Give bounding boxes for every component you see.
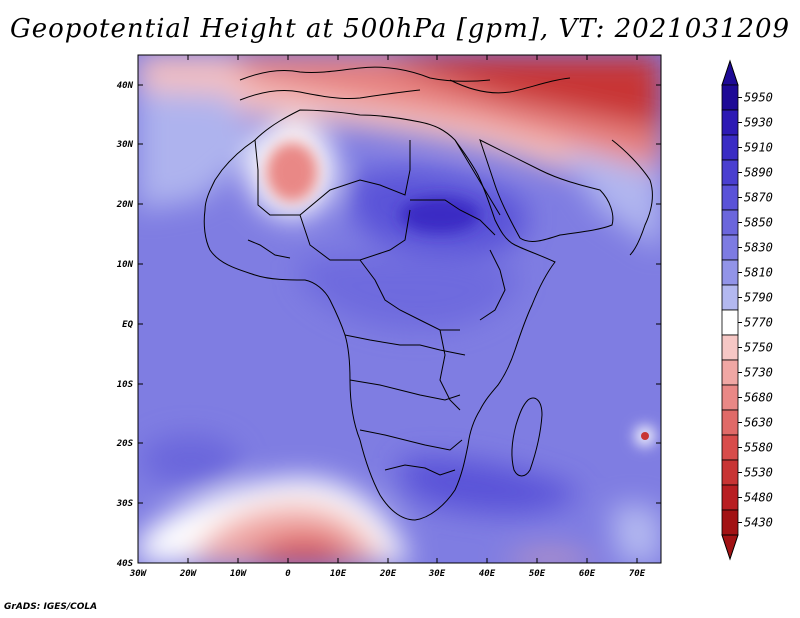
atlantic-blob <box>140 435 240 485</box>
lon-label: 60E <box>579 569 596 579</box>
island-anomaly-core <box>641 432 649 440</box>
south-trough-core <box>245 536 355 563</box>
colorbar-label: 5870 <box>744 191 773 205</box>
lat-label: 20N <box>116 200 134 210</box>
colorbar-swatch <box>721 109 739 136</box>
lon-label: 40E <box>479 569 496 579</box>
colorbar-label: 5890 <box>744 166 773 180</box>
colorbar-label: 5790 <box>744 291 773 305</box>
lat-label: 10N <box>117 260 134 270</box>
lon-label: 30W <box>129 569 148 579</box>
border-south-africa <box>384 464 456 476</box>
east-light-zone <box>560 150 661 250</box>
colorbar-label: 5950 <box>744 91 773 105</box>
coastlines <box>203 66 653 521</box>
lon-axis: 30W 20W 10W 0 10E 20E 30E 40E 50E 60E 70… <box>129 569 646 579</box>
colorbar-label: 5680 <box>744 391 773 405</box>
colorbar: 5950 5930 5910 5890 5870 5850 5830 5810 5790 5770… <box>721 59 773 561</box>
grads-credit: GrADS: IGES/COLA <box>4 602 98 612</box>
colorbar-swatch <box>721 434 739 461</box>
colorbar-swatch <box>721 509 739 536</box>
lat-label: 40S <box>117 559 134 569</box>
colorbar-label: 5750 <box>744 341 773 355</box>
lon-label: 20W <box>179 569 198 579</box>
lon-label: 50E <box>529 569 546 579</box>
colorbar-swatch <box>721 84 739 111</box>
lon-label: 10E <box>330 569 347 579</box>
colorbar-swatch <box>721 159 739 186</box>
south-high <box>400 457 580 514</box>
colorbar-swatch <box>721 209 739 236</box>
lat-ticks <box>138 84 661 504</box>
border-lakes <box>439 329 461 411</box>
border-sahara <box>254 139 411 216</box>
india-coast <box>611 139 653 256</box>
madagascar-coast <box>511 397 543 477</box>
colorbar-label: 5830 <box>744 241 773 255</box>
lon-label: 30E <box>428 569 446 579</box>
colorbar-swatch <box>721 359 739 386</box>
cutoff-low-core <box>266 142 318 202</box>
med-north-coast <box>239 66 491 82</box>
southeast-light <box>610 504 661 563</box>
border-east-africa <box>479 249 506 321</box>
colorbar-label: 5480 <box>744 491 773 505</box>
lat-label: 30N <box>116 140 134 150</box>
lat-label: 30S <box>116 499 134 509</box>
map-title: Geopotential Height at 500hPa [gpm], VT:… <box>9 14 791 44</box>
colorbar-bottom-arrow <box>721 534 739 561</box>
lon-label: 70E <box>629 569 646 579</box>
colorbar-swatch <box>721 384 739 411</box>
border-angola <box>349 379 461 401</box>
colorbar-swatch <box>721 484 739 511</box>
lon-label: 10W <box>230 569 248 579</box>
colorbar-label: 5530 <box>744 466 773 480</box>
colorbar-label: 5580 <box>744 441 773 455</box>
colorbar-swatch <box>721 184 739 211</box>
colorbar-label: 5930 <box>744 116 773 130</box>
lat-label: 10S <box>117 380 134 390</box>
colorbar-swatch <box>721 459 739 486</box>
colorbar-label: 5910 <box>744 141 773 155</box>
colorbar-label: 5430 <box>744 516 773 530</box>
lat-label: 40N <box>117 81 134 91</box>
colorbar-swatch <box>721 309 739 336</box>
height-field <box>138 55 661 563</box>
lon-label: 20E <box>379 569 397 579</box>
lat-label: 20S <box>116 439 134 449</box>
colorbar-label: 5630 <box>744 416 773 430</box>
border-namibia <box>359 429 463 451</box>
colorbar-label: 5850 <box>744 216 773 230</box>
west-light-zone <box>138 90 260 210</box>
border-sudan <box>410 199 496 236</box>
colorbar-label: 5730 <box>744 366 773 380</box>
map-frame <box>137 54 662 564</box>
north-band-dark <box>380 55 661 130</box>
black-sea-coast <box>449 77 571 94</box>
colorbar-top-arrow <box>721 59 739 86</box>
lon-ticks <box>187 55 638 563</box>
red-sea-coast <box>454 139 501 216</box>
colorbar-swatch <box>721 259 739 286</box>
lat-axis: 40N 30N 20N 10N EQ 10S 20S 30S 40S <box>116 81 134 569</box>
lon-label: 0 <box>285 569 291 579</box>
arabia-coast <box>479 139 614 242</box>
colorbar-label: 5810 <box>744 266 773 280</box>
sahel-high-core <box>400 197 480 233</box>
colorbar-swatch <box>721 234 739 261</box>
colorbar-swatch <box>721 134 739 161</box>
med-south-coast <box>239 89 421 101</box>
central-zone <box>300 254 520 330</box>
colorbar-swatch <box>721 334 739 361</box>
southeast-trough <box>500 553 600 563</box>
border-west-africa <box>247 239 291 259</box>
colorbar-label: 5770 <box>744 316 773 330</box>
lat-label: EQ <box>122 320 133 330</box>
colorbar-swatch <box>721 409 739 436</box>
colorbar-swatch <box>721 284 739 311</box>
